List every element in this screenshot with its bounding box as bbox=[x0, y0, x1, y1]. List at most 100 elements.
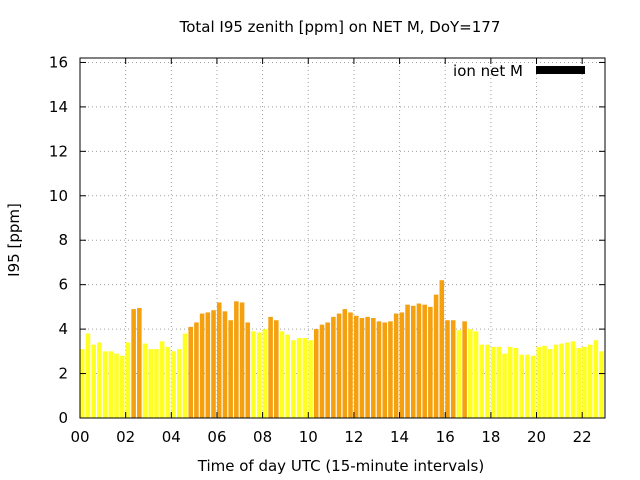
bar bbox=[279, 331, 285, 418]
x-tick-label: 22 bbox=[573, 428, 592, 446]
legend-label: ion net M bbox=[453, 62, 523, 80]
bar bbox=[285, 334, 290, 418]
bar bbox=[382, 322, 388, 418]
bar bbox=[353, 315, 359, 418]
bar bbox=[473, 331, 479, 418]
y-tick-label: 0 bbox=[58, 409, 68, 427]
bar bbox=[570, 341, 576, 418]
bar bbox=[177, 349, 182, 418]
bar bbox=[365, 316, 370, 418]
bar bbox=[302, 338, 308, 418]
bar bbox=[85, 333, 91, 418]
bar bbox=[502, 353, 507, 418]
bar bbox=[80, 349, 85, 418]
bar bbox=[410, 305, 416, 418]
y-tick-label: 10 bbox=[49, 187, 68, 205]
bar bbox=[519, 354, 524, 418]
bar bbox=[194, 322, 199, 418]
bar bbox=[542, 345, 547, 418]
bar bbox=[582, 346, 587, 418]
bar bbox=[165, 346, 171, 418]
bar bbox=[428, 306, 433, 418]
bar bbox=[479, 344, 485, 418]
bar bbox=[205, 312, 211, 418]
y-tick-label: 8 bbox=[58, 231, 68, 249]
bar bbox=[119, 355, 125, 418]
bar bbox=[239, 302, 245, 418]
plot-frame bbox=[79, 57, 606, 419]
y-tick-label: 16 bbox=[49, 53, 68, 71]
bar bbox=[525, 354, 530, 418]
bar bbox=[399, 312, 405, 418]
bar bbox=[547, 349, 553, 418]
bar bbox=[319, 324, 325, 418]
x-tick-label: 12 bbox=[344, 428, 363, 446]
bar bbox=[142, 343, 148, 418]
bar bbox=[565, 342, 570, 418]
x-tick-label: 04 bbox=[162, 428, 181, 446]
bar bbox=[456, 330, 462, 418]
bar bbox=[291, 340, 296, 418]
bar bbox=[137, 308, 142, 418]
bar bbox=[496, 346, 502, 418]
bar bbox=[216, 302, 222, 418]
bar bbox=[325, 322, 330, 418]
x-tick-label: 14 bbox=[390, 428, 409, 446]
y-tick-label: 12 bbox=[49, 142, 68, 160]
x-tick-label: 02 bbox=[116, 428, 135, 446]
bar bbox=[439, 280, 445, 418]
bar bbox=[148, 349, 154, 418]
bar bbox=[108, 351, 114, 418]
bar bbox=[211, 310, 216, 418]
bar bbox=[513, 348, 519, 418]
bar bbox=[462, 321, 467, 418]
bar bbox=[376, 321, 382, 418]
bar bbox=[262, 329, 268, 418]
bar bbox=[468, 329, 473, 418]
bar bbox=[228, 320, 233, 418]
bar bbox=[388, 321, 393, 418]
bar bbox=[599, 351, 604, 418]
bar bbox=[336, 313, 342, 418]
bar bbox=[576, 348, 582, 418]
bar bbox=[536, 346, 542, 418]
bar bbox=[274, 320, 279, 418]
bar bbox=[313, 329, 319, 418]
bar bbox=[530, 355, 536, 418]
bar bbox=[97, 342, 102, 418]
bar bbox=[131, 309, 136, 418]
bar bbox=[234, 301, 239, 418]
bar bbox=[593, 340, 599, 418]
bar bbox=[102, 351, 108, 418]
bar bbox=[222, 311, 228, 418]
x-tick-label: 06 bbox=[207, 428, 226, 446]
x-tick-label: 00 bbox=[70, 428, 89, 446]
y-axis-label: I95 [ppm] bbox=[5, 203, 23, 277]
legend-swatch bbox=[536, 66, 585, 74]
bar bbox=[393, 313, 399, 418]
legend: ion net M bbox=[453, 62, 585, 80]
bar bbox=[485, 344, 490, 418]
bar bbox=[114, 353, 119, 418]
bar bbox=[587, 344, 593, 418]
y-tick-label: 4 bbox=[58, 320, 68, 338]
bar bbox=[433, 294, 439, 418]
bar bbox=[182, 333, 188, 418]
bar bbox=[342, 309, 348, 418]
x-tick-label: 16 bbox=[436, 428, 455, 446]
bar bbox=[154, 349, 159, 418]
bar bbox=[405, 304, 410, 418]
x-tick-label: 18 bbox=[481, 428, 500, 446]
bar bbox=[251, 331, 256, 418]
bar bbox=[308, 340, 313, 418]
chart-title: Total I95 zenith [ppm] on NET M, DoY=177 bbox=[179, 18, 501, 36]
bar bbox=[331, 316, 336, 418]
bar bbox=[125, 342, 131, 418]
bar bbox=[199, 313, 205, 418]
bar bbox=[159, 341, 165, 418]
bar bbox=[348, 312, 353, 418]
bar bbox=[359, 318, 365, 418]
bar bbox=[171, 351, 176, 418]
